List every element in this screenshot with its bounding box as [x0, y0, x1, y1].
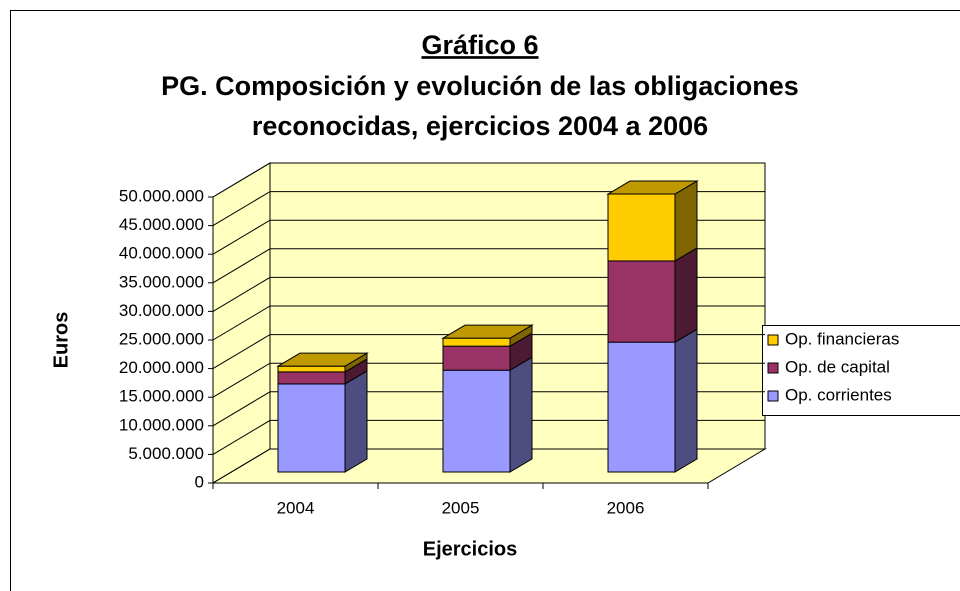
- bar-segment: [277, 365, 346, 373]
- bar-side: [344, 370, 368, 473]
- bar-segment: [442, 345, 511, 371]
- bar-segment: [442, 337, 511, 347]
- bar-top: [276, 352, 369, 367]
- legend-label: Op. de capital: [785, 357, 890, 376]
- bar-segment: [442, 369, 511, 473]
- y-tick-label: 0: [195, 472, 204, 491]
- legend-swatch: [767, 334, 779, 346]
- y-tick-label: 35.000.000: [119, 272, 204, 291]
- chart-subtitle: reconocidas, ejercicios 2004 a 2006: [252, 111, 708, 141]
- grid-line: [212, 448, 765, 484]
- grid-line: [212, 162, 765, 198]
- grid-line: [212, 334, 765, 370]
- grid-line: [212, 419, 765, 455]
- legend-label: Op. corrientes: [785, 385, 892, 404]
- y-tick-label: 5.000.000: [128, 444, 204, 463]
- bar-side: [674, 328, 698, 473]
- y-tick-label: 40.000.000: [119, 244, 204, 263]
- y-tick-label: 30.000.000: [119, 301, 204, 320]
- grid-line: [212, 191, 765, 227]
- bar-side: [674, 247, 698, 344]
- y-tick-label: 10.000.000: [119, 415, 204, 434]
- grid-line: [212, 248, 765, 284]
- x-tick-label: 2005: [442, 498, 480, 517]
- y-tick-label: 20.000.000: [119, 358, 204, 377]
- y-axis-title: Euros: [50, 312, 72, 369]
- x-tick-label: 2006: [607, 498, 645, 517]
- y-tick-label: 50.000.000: [119, 186, 204, 205]
- grid-line: [212, 391, 765, 427]
- x-tick-label: 2004: [277, 498, 315, 517]
- grid-line: [212, 362, 765, 398]
- bar-segment: [607, 260, 676, 343]
- legend-box: [762, 325, 960, 416]
- legend-swatch: [767, 362, 779, 374]
- y-tick-label: 25.000.000: [119, 329, 204, 348]
- bar-segment: [607, 193, 676, 262]
- legend-swatch: [767, 390, 779, 402]
- grid-line: [212, 276, 765, 312]
- chart-title: Gráfico 6: [421, 30, 538, 60]
- grid-line: [212, 219, 765, 255]
- bar-side: [674, 180, 698, 262]
- bar-segment: [277, 371, 346, 385]
- legend-label: Op. financieras: [785, 329, 899, 348]
- bar-top: [441, 324, 534, 339]
- bar-segment: [277, 383, 346, 473]
- x-axis-title: Ejercicios: [423, 538, 518, 560]
- y-tick-label: 45.000.000: [119, 215, 204, 234]
- grid-line: [212, 305, 765, 341]
- bar-side: [509, 356, 533, 473]
- y-tick-label: 15.000.000: [119, 387, 204, 406]
- chart-subtitle: PG. Composición y evolución de las oblig…: [161, 71, 799, 101]
- bar-segment: [607, 341, 676, 473]
- bar-top: [606, 180, 699, 195]
